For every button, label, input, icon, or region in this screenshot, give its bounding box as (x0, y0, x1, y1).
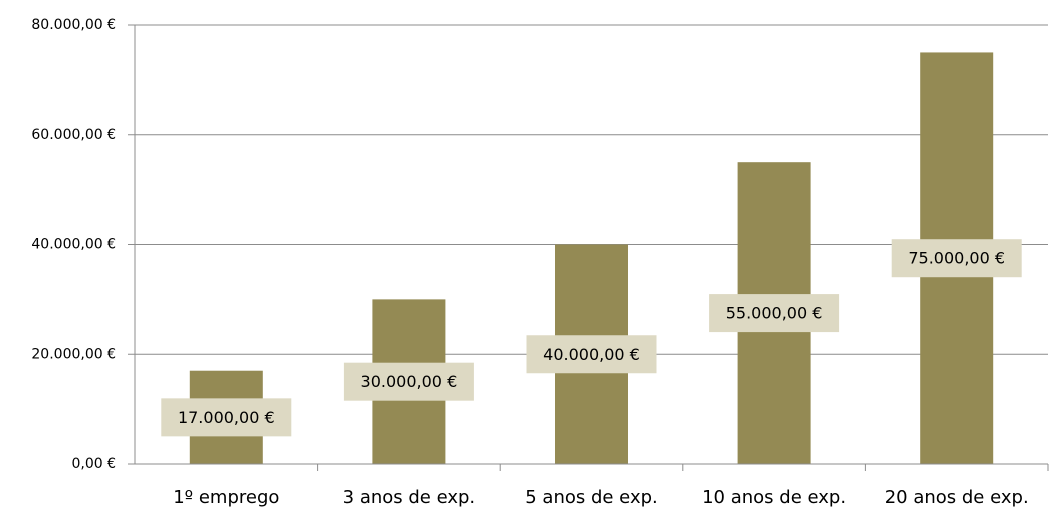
x-tick-label: 5 anos de exp. (525, 487, 658, 508)
y-tick-label: 60.000,00 € (31, 127, 116, 143)
value-label-box (161, 398, 292, 437)
x-tick-label: 20 anos de exp. (885, 487, 1029, 508)
y-tick-label: 20.000,00 € (31, 346, 116, 362)
value-label: 40.000,00 € (543, 345, 640, 364)
y-tick-label: 80.000,00 € (31, 17, 116, 33)
x-tick-label: 3 anos de exp. (343, 487, 476, 508)
value-label: 55.000,00 € (726, 304, 823, 323)
x-tick-label: 10 anos de exp. (702, 487, 846, 508)
y-tick-label: 40.000,00 € (31, 237, 116, 253)
value-label-box (891, 239, 1022, 278)
x-tick-label: 1º emprego (173, 487, 279, 508)
value-label: 75.000,00 € (908, 249, 1005, 268)
value-label: 30.000,00 € (361, 372, 458, 391)
y-tick-label: 0,00 € (71, 456, 116, 472)
value-label-box (526, 335, 657, 374)
value-label-box (343, 362, 474, 401)
value-label: 17.000,00 € (178, 408, 275, 427)
value-label-box (709, 294, 840, 333)
